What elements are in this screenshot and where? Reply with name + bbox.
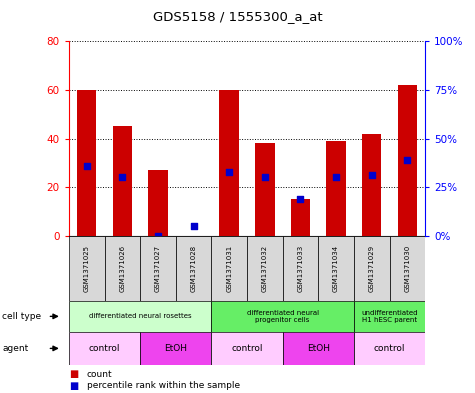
Bar: [390, 236, 425, 301]
Bar: [354, 332, 425, 365]
Bar: [140, 332, 211, 365]
Bar: [211, 332, 283, 365]
Bar: [354, 236, 390, 301]
Bar: [283, 332, 354, 365]
Bar: [69, 332, 140, 365]
Bar: [255, 143, 275, 236]
Text: ■: ■: [69, 369, 78, 379]
Text: GSM1371032: GSM1371032: [262, 245, 268, 292]
Point: [190, 223, 198, 229]
Bar: [354, 301, 425, 332]
Bar: [247, 236, 283, 301]
Bar: [291, 199, 310, 236]
Bar: [219, 90, 239, 236]
Point: [119, 174, 126, 180]
Bar: [140, 236, 176, 301]
Text: GSM1371034: GSM1371034: [333, 245, 339, 292]
Text: undifferentiated
H1 hESC parent: undifferentiated H1 hESC parent: [361, 310, 418, 323]
Text: GSM1371030: GSM1371030: [404, 244, 410, 292]
Text: GSM1371028: GSM1371028: [190, 245, 197, 292]
Text: GSM1371025: GSM1371025: [84, 245, 90, 292]
Point: [332, 174, 340, 180]
Point: [225, 169, 233, 175]
Bar: [211, 301, 354, 332]
Point: [368, 173, 375, 179]
Point: [403, 157, 411, 163]
Text: GSM1371033: GSM1371033: [297, 244, 304, 292]
Bar: [104, 236, 140, 301]
Text: percentile rank within the sample: percentile rank within the sample: [87, 382, 240, 390]
Bar: [211, 236, 247, 301]
Bar: [326, 141, 346, 236]
Text: GDS5158 / 1555300_a_at: GDS5158 / 1555300_a_at: [152, 10, 323, 23]
Text: differentiated neural rosettes: differentiated neural rosettes: [89, 313, 191, 320]
Bar: [398, 85, 417, 236]
Point: [296, 196, 304, 202]
Point: [83, 163, 90, 169]
Text: count: count: [87, 370, 113, 378]
Text: control: control: [374, 344, 405, 353]
Bar: [77, 90, 96, 236]
Bar: [69, 301, 211, 332]
Text: control: control: [89, 344, 120, 353]
Point: [261, 174, 269, 180]
Bar: [113, 127, 132, 236]
Text: GSM1371031: GSM1371031: [226, 244, 232, 292]
Bar: [318, 236, 354, 301]
Text: EtOH: EtOH: [164, 344, 187, 353]
Bar: [148, 170, 168, 236]
Text: GSM1371027: GSM1371027: [155, 245, 161, 292]
Text: GSM1371029: GSM1371029: [369, 245, 375, 292]
Bar: [283, 236, 318, 301]
Text: differentiated neural
progenitor cells: differentiated neural progenitor cells: [247, 310, 319, 323]
Text: GSM1371026: GSM1371026: [119, 245, 125, 292]
Text: cell type: cell type: [2, 312, 41, 321]
Bar: [176, 236, 211, 301]
Bar: [362, 134, 381, 236]
Text: EtOH: EtOH: [307, 344, 330, 353]
Bar: [69, 236, 104, 301]
Point: [154, 233, 162, 239]
Text: control: control: [231, 344, 263, 353]
Text: ■: ■: [69, 381, 78, 391]
Text: agent: agent: [2, 344, 28, 353]
